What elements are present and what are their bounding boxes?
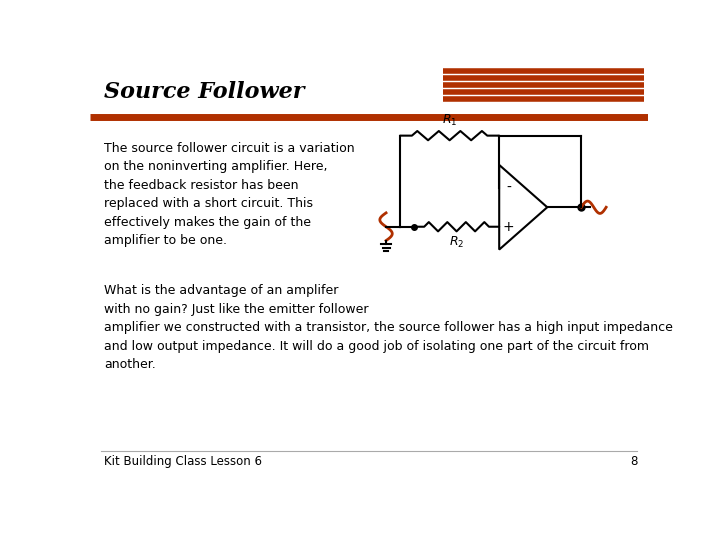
Text: The source follower circuit is a variation
on the noninverting amplifier. Here,
: The source follower circuit is a variati… <box>104 142 354 247</box>
Text: -: - <box>506 181 511 195</box>
Text: +: + <box>503 220 514 234</box>
Text: $R_2$: $R_2$ <box>449 234 464 249</box>
Text: Kit Building Class Lesson 6: Kit Building Class Lesson 6 <box>104 455 262 468</box>
Text: Source Follower: Source Follower <box>104 81 305 103</box>
Text: 8: 8 <box>630 455 637 468</box>
Text: What is the advantage of an amplifer
with no gain? Just like the emitter followe: What is the advantage of an amplifer wit… <box>104 284 672 372</box>
Text: $R_1$: $R_1$ <box>442 113 457 128</box>
